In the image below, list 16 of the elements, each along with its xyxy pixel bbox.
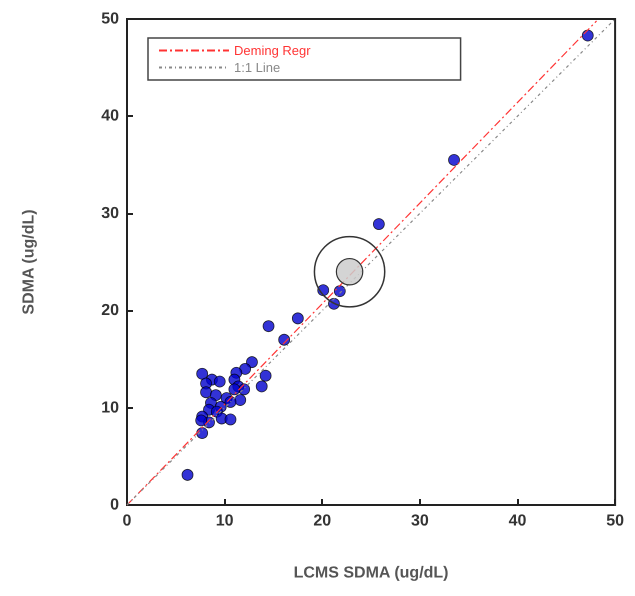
x-tick-label: 0	[122, 512, 132, 530]
x-tick-label: 20	[313, 512, 332, 530]
y-tick-label: 10	[101, 399, 120, 416]
x-tick-label: 30	[410, 512, 429, 530]
y-axis-title: SDMA (ug/dL)	[20, 209, 38, 315]
x-axis-title: LCMS SDMA (ug/dL)	[294, 564, 449, 582]
text: 1:1 Line	[234, 60, 280, 75]
y-tick-label: 50	[101, 10, 120, 28]
y-tick-label: 20	[101, 302, 120, 320]
y-tick-label: 0	[110, 496, 120, 514]
x-tick-label: 40	[508, 512, 526, 530]
x-tick-label: 10	[216, 512, 234, 530]
x-tick-label: 50	[606, 512, 624, 530]
text: Deming Regr	[234, 43, 312, 58]
y-tick-label: 40	[101, 108, 120, 125]
y-tick-label: 30	[101, 204, 120, 222]
